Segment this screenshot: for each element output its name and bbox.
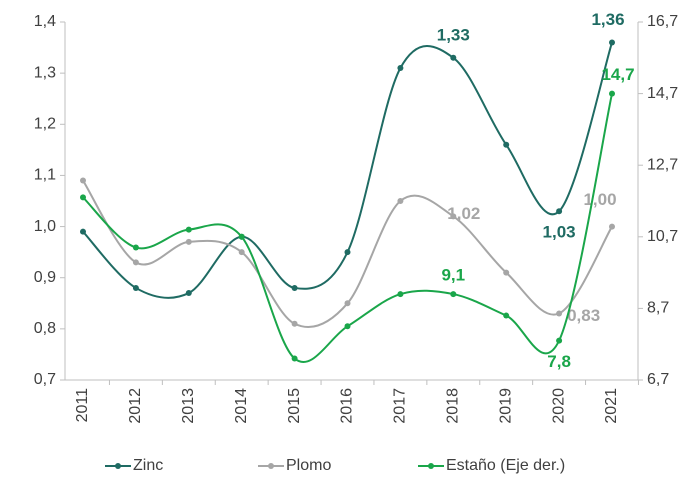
point (609, 39, 615, 46)
x-tick-label: 2012 (127, 388, 144, 424)
y-tick-label: 1,1 (34, 167, 56, 184)
point (397, 198, 404, 204)
x-tick-label: 2014 (233, 388, 250, 424)
point (450, 54, 457, 61)
y2-tick-label: 12,7 (647, 156, 678, 173)
x-tick-label: 2018 (445, 388, 462, 424)
x-tick-label: 2016 (339, 388, 356, 424)
series-line (82, 93, 613, 363)
point (185, 226, 192, 233)
y2-tick-label: 16,7 (647, 13, 678, 30)
y-tick-label: 1,0 (34, 218, 56, 235)
y-tick-label: 0,8 (34, 320, 56, 337)
point (503, 141, 510, 148)
value-label: 14,7 (601, 65, 634, 84)
point (291, 284, 298, 291)
point (397, 65, 404, 72)
legend-marker (268, 463, 274, 469)
point (556, 310, 563, 317)
point (185, 290, 192, 297)
legend-marker (115, 463, 121, 469)
point (132, 259, 139, 266)
value-label: 1,33 (437, 25, 470, 44)
y-tick-label: 1,2 (34, 116, 56, 133)
point (291, 320, 298, 327)
y2-tick-label: 10,7 (647, 228, 678, 245)
point (556, 208, 563, 215)
point (132, 244, 139, 251)
y-tick-label: 0,7 (34, 371, 56, 388)
value-label: 9,1 (441, 266, 465, 285)
y-tick-label: 1,4 (34, 13, 56, 30)
value-label: 1,00 (583, 190, 616, 209)
x-tick-label: 2020 (550, 388, 567, 424)
value-label: 1,03 (543, 223, 576, 242)
legend-label: Plomo (286, 457, 331, 474)
point (609, 90, 615, 97)
x-tick-label: 2021 (603, 388, 620, 424)
y-tick-label: 1,3 (34, 64, 56, 81)
x-tick-label: 2015 (286, 388, 303, 424)
y-tick-label: 0,9 (34, 269, 56, 286)
point (238, 233, 245, 240)
point (132, 284, 139, 291)
x-tick-label: 2017 (392, 388, 409, 424)
point (556, 337, 563, 344)
value-label: 1,02 (447, 204, 480, 223)
point (503, 312, 510, 319)
point (344, 323, 351, 330)
point (185, 238, 192, 245)
series-line (82, 42, 613, 299)
point (344, 249, 351, 256)
point (397, 291, 404, 298)
point (291, 355, 298, 362)
x-tick-label: 2011 (74, 388, 91, 423)
x-tick-label: 2019 (497, 388, 514, 424)
y2-tick-label: 6,7 (647, 371, 669, 388)
point (80, 194, 86, 201)
point (238, 249, 245, 256)
point (344, 300, 351, 307)
point (609, 223, 615, 230)
value-label: 1,36 (591, 10, 624, 29)
x-tick-label: 2013 (180, 388, 197, 424)
point (503, 269, 510, 276)
legend-label: Estaño (Eje der.) (446, 457, 565, 474)
legend-label: Zinc (133, 457, 163, 474)
legend-marker (428, 463, 434, 469)
point (450, 213, 457, 220)
y2-tick-label: 14,7 (647, 85, 678, 102)
point (80, 228, 86, 235)
point (450, 291, 457, 298)
y2-tick-label: 8,7 (647, 300, 669, 317)
value-label: 0,83 (567, 306, 600, 325)
point (80, 177, 86, 184)
value-label: 7,8 (547, 352, 571, 371)
